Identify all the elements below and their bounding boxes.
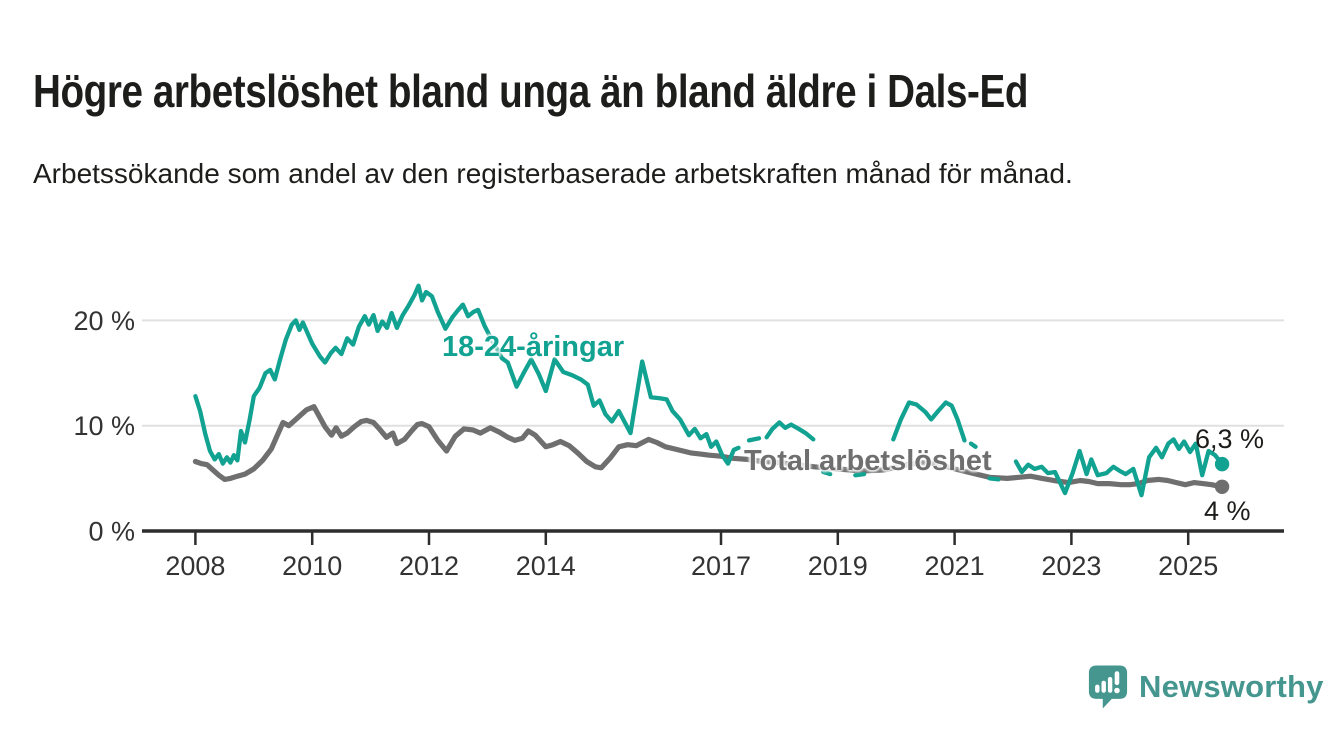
- end-dot-Total arbetslöshet: [1214, 479, 1230, 494]
- series-line-18-24-åringar: [746, 436, 762, 443]
- end-value-label-total: 4 %: [1204, 496, 1251, 526]
- newsworthy-wordmark: Newsworthy: [1139, 668, 1324, 704]
- x-axis-label: 2025: [1158, 551, 1218, 581]
- x-axis-label: 2010: [282, 551, 342, 581]
- x-axis-label: 2023: [1041, 551, 1101, 581]
- x-axis-label: 2019: [808, 551, 868, 581]
- series-label-young: 18-24-åringar: [442, 331, 625, 363]
- end-dot-18-24-åringar: [1214, 456, 1230, 472]
- x-axis-label: 2008: [165, 551, 225, 581]
- series-line-18-24-åringar: [891, 400, 967, 443]
- logo-exclamation-dot: [1114, 687, 1120, 694]
- x-axis-label: 2012: [399, 551, 459, 581]
- end-value-label-young: 6,3 %: [1195, 424, 1265, 454]
- logo-bar-2: [1101, 680, 1106, 693]
- x-axis-label: 2017: [691, 551, 751, 581]
- series-label-total: Total arbetslöshet: [744, 445, 992, 477]
- series-line-18-24-åringar: [987, 476, 1001, 482]
- series-line-18-24-åringar: [193, 283, 741, 466]
- series-line-Total arbetslöshet: [192, 404, 1225, 490]
- newsworthy-logo: Newsworthy: [1087, 663, 1324, 710]
- series-line-18-24-åringar: [764, 420, 816, 442]
- series-line-18-24-åringar: [1013, 437, 1225, 498]
- y-axis-label: 10 %: [73, 411, 135, 441]
- x-axis-label: 2021: [925, 551, 985, 581]
- y-axis-label: 0 %: [88, 517, 135, 547]
- x-axis-label: 2014: [516, 551, 576, 581]
- series-line-18-24-åringar: [968, 441, 978, 449]
- page-title: Högre arbetslöshet bland unga än bland ä…: [33, 64, 1029, 117]
- series-line-18-24-åringar: [853, 471, 867, 478]
- logo-exclamation-bar: [1114, 671, 1120, 686]
- y-axis-label: 20 %: [73, 306, 135, 336]
- newsworthy-icon: [1088, 665, 1128, 709]
- logo-bar-1: [1095, 684, 1100, 693]
- series-line-18-24-åringar: [821, 469, 833, 477]
- page-subtitle: Arbetssökande som andel av den registerb…: [33, 158, 1073, 189]
- logo-bar-3: [1107, 676, 1113, 693]
